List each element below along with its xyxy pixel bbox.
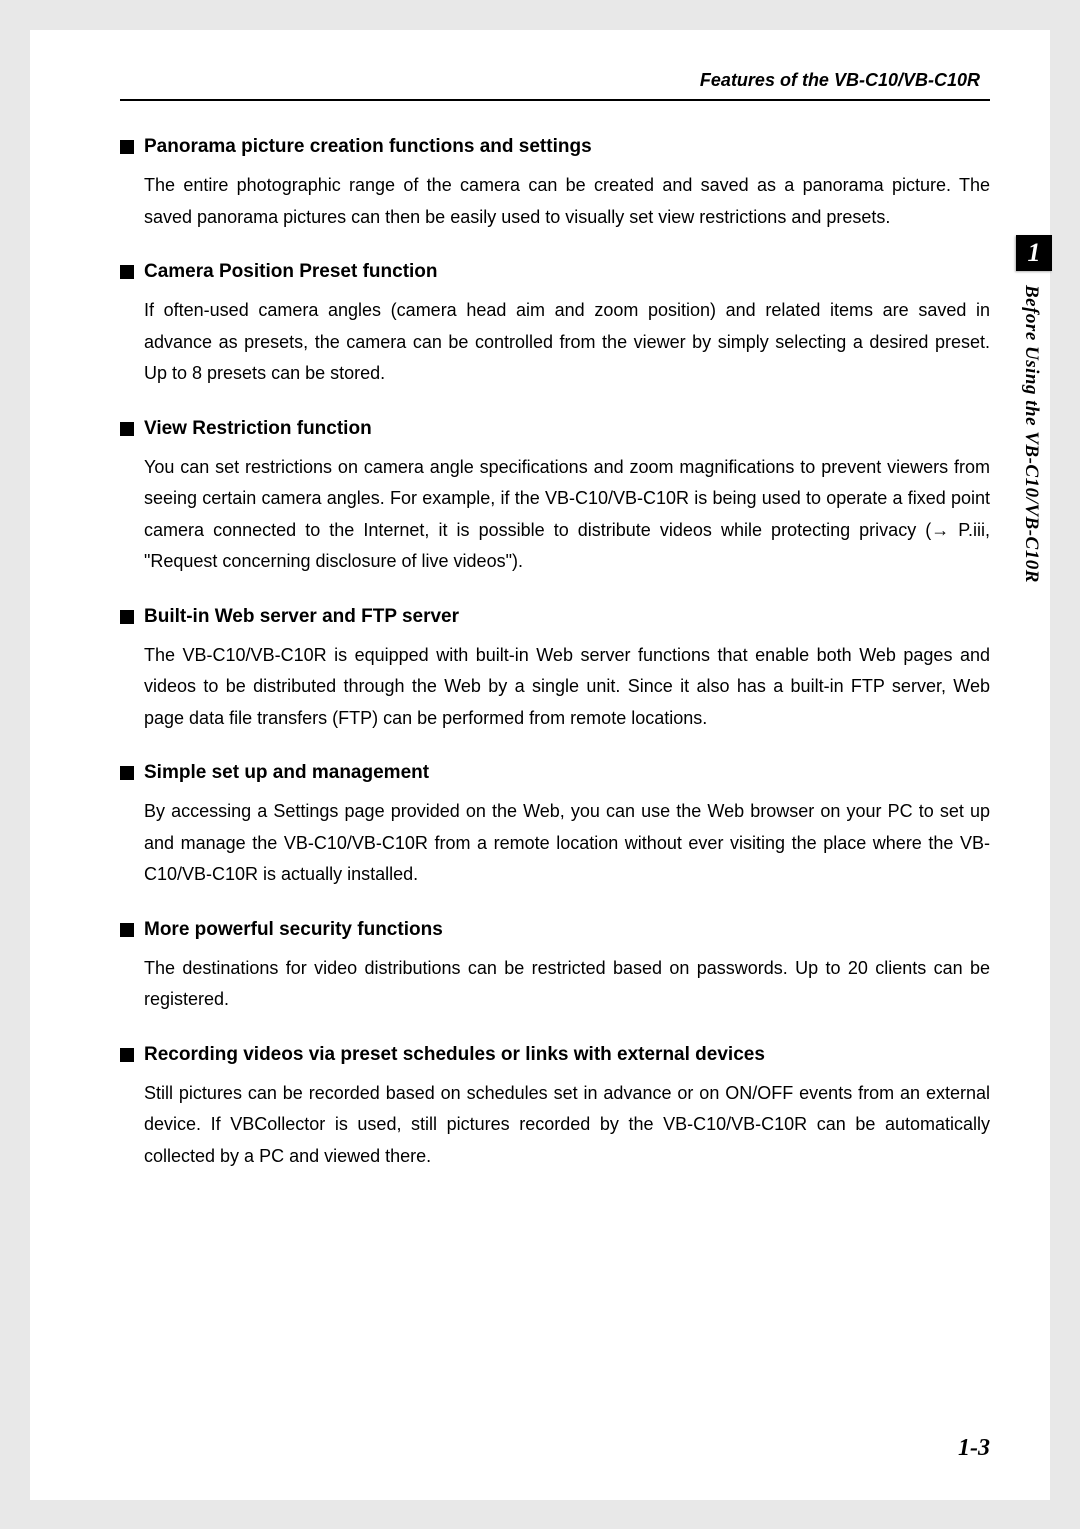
- section-title-text: More powerful security functions: [144, 919, 443, 941]
- feature-section: Panorama picture creation functions and …: [120, 136, 990, 233]
- section-title: Camera Position Preset function: [120, 261, 990, 283]
- section-body: If often-used camera angles (camera head…: [120, 295, 990, 390]
- square-bullet-icon: [120, 422, 134, 436]
- square-bullet-icon: [120, 1048, 134, 1062]
- section-body: The entire photographic range of the cam…: [120, 170, 990, 233]
- section-title: Recording videos via preset schedules or…: [120, 1044, 990, 1066]
- section-body: You can set restrictions on camera angle…: [120, 452, 990, 578]
- section-body: The destinations for video distributions…: [120, 953, 990, 1016]
- section-title: Built-in Web server and FTP server: [120, 606, 990, 628]
- section-title-text: Simple set up and management: [144, 762, 429, 784]
- feature-section: Simple set up and management By accessing…: [120, 762, 990, 891]
- chapter-side-label: Before Using the VB-C10/VB-C10R: [1020, 285, 1042, 583]
- page-number: 1-3: [958, 1435, 990, 1462]
- section-title: View Restriction function: [120, 418, 990, 440]
- section-body: Still pictures can be recorded based on …: [120, 1078, 990, 1173]
- square-bullet-icon: [120, 766, 134, 780]
- square-bullet-icon: [120, 923, 134, 937]
- section-title: More powerful security functions: [120, 919, 990, 941]
- feature-section: Recording videos via preset schedules or…: [120, 1044, 990, 1173]
- feature-section: View Restriction function You can set res…: [120, 418, 990, 578]
- square-bullet-icon: [120, 265, 134, 279]
- header-title: Features of the VB-C10/VB-C10R: [120, 70, 990, 91]
- header-rule: [120, 99, 990, 101]
- section-title-text: Recording videos via preset schedules or…: [144, 1044, 765, 1066]
- feature-section: More powerful security functions The dest…: [120, 919, 990, 1016]
- chapter-tab: 1: [1016, 235, 1052, 271]
- section-title-text: Built-in Web server and FTP server: [144, 606, 459, 628]
- section-title-text: View Restriction function: [144, 418, 372, 440]
- square-bullet-icon: [120, 610, 134, 624]
- sections-container: Panorama picture creation functions and …: [120, 136, 990, 1172]
- section-body: The VB-C10/VB-C10R is equipped with buil…: [120, 640, 990, 735]
- feature-section: Camera Position Preset function If often-…: [120, 261, 990, 390]
- feature-section: Built-in Web server and FTP server The VB…: [120, 606, 990, 735]
- square-bullet-icon: [120, 140, 134, 154]
- section-title: Panorama picture creation functions and …: [120, 136, 990, 158]
- section-title-text: Camera Position Preset function: [144, 261, 438, 283]
- section-title: Simple set up and management: [120, 762, 990, 784]
- section-title-text: Panorama picture creation functions and …: [144, 136, 592, 158]
- chapter-number: 1: [1028, 238, 1041, 268]
- document-page: Features of the VB-C10/VB-C10R Panorama …: [30, 30, 1050, 1500]
- section-body: By accessing a Settings page provided on…: [120, 796, 990, 891]
